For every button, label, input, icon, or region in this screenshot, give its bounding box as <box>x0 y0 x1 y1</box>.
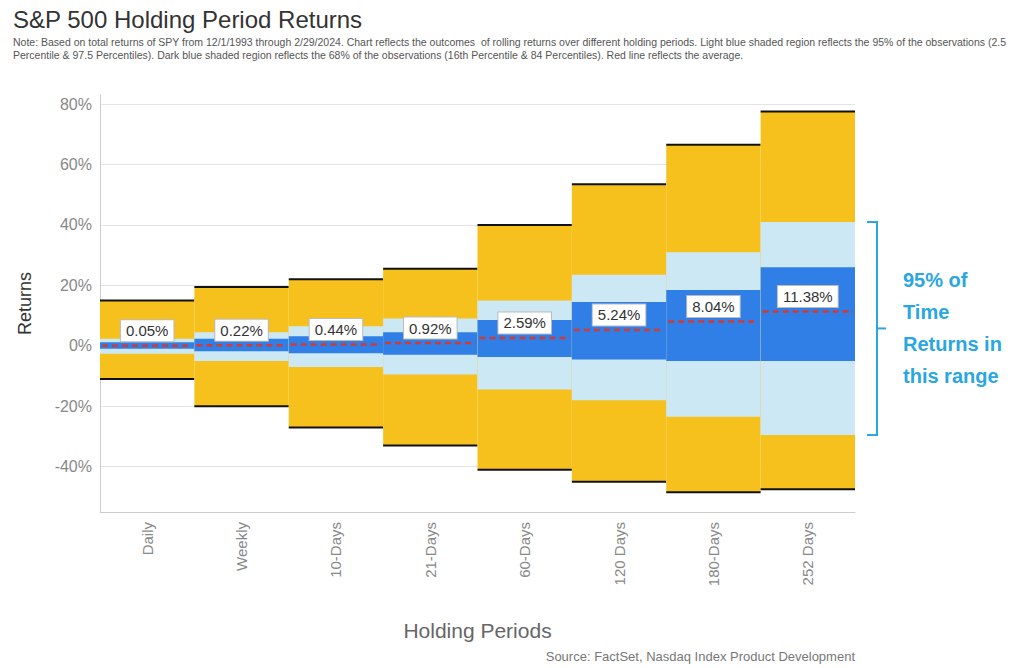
svg-text:120 Days: 120 Days <box>611 522 628 585</box>
svg-text:5.24%: 5.24% <box>598 306 641 323</box>
svg-text:0.44%: 0.44% <box>315 321 358 338</box>
svg-text:2.59%: 2.59% <box>503 314 546 331</box>
svg-text:Holding Periods: Holding Periods <box>403 619 551 642</box>
svg-text:Note: Based on total returns o: Note: Based on total returns of SPY from… <box>13 36 1009 48</box>
svg-text:80%: 80% <box>60 96 92 113</box>
svg-text:40%: 40% <box>60 216 92 233</box>
svg-text:-40%: -40% <box>55 458 92 475</box>
svg-text:60%: 60% <box>60 156 92 173</box>
svg-text:Percentile & 97.5 Percentiles): Percentile & 97.5 Percentiles). Dark blu… <box>13 49 743 61</box>
svg-text:0.05%: 0.05% <box>126 322 169 339</box>
svg-text:21-Days: 21-Days <box>422 522 439 578</box>
svg-text:10-Days: 10-Days <box>327 522 344 578</box>
svg-text:-20%: -20% <box>55 398 92 415</box>
svg-text:11.38%: 11.38% <box>783 288 833 305</box>
svg-text:Time: Time <box>903 301 949 323</box>
svg-text:252 Days: 252 Days <box>799 522 816 585</box>
svg-text:95% of: 95% of <box>903 269 968 291</box>
svg-text:0.22%: 0.22% <box>220 322 263 339</box>
svg-text:Source: FactSet, Nasdaq Index: Source: FactSet, Nasdaq Index Product De… <box>546 649 856 664</box>
svg-text:Returns in: Returns in <box>903 333 1002 355</box>
svg-text:Daily: Daily <box>139 522 156 556</box>
svg-text:0%: 0% <box>69 337 92 354</box>
svg-text:this range: this range <box>903 365 999 387</box>
svg-text:0.92%: 0.92% <box>409 320 452 337</box>
svg-text:60-Days: 60-Days <box>516 522 533 578</box>
svg-text:180-Days: 180-Days <box>705 522 722 586</box>
svg-text:Weekly: Weekly <box>233 522 250 571</box>
svg-text:20%: 20% <box>60 277 92 294</box>
svg-text:S&P 500 Holding Period Returns: S&P 500 Holding Period Returns <box>13 6 362 33</box>
svg-text:8.04%: 8.04% <box>692 298 735 315</box>
svg-text:Returns: Returns <box>15 272 35 335</box>
